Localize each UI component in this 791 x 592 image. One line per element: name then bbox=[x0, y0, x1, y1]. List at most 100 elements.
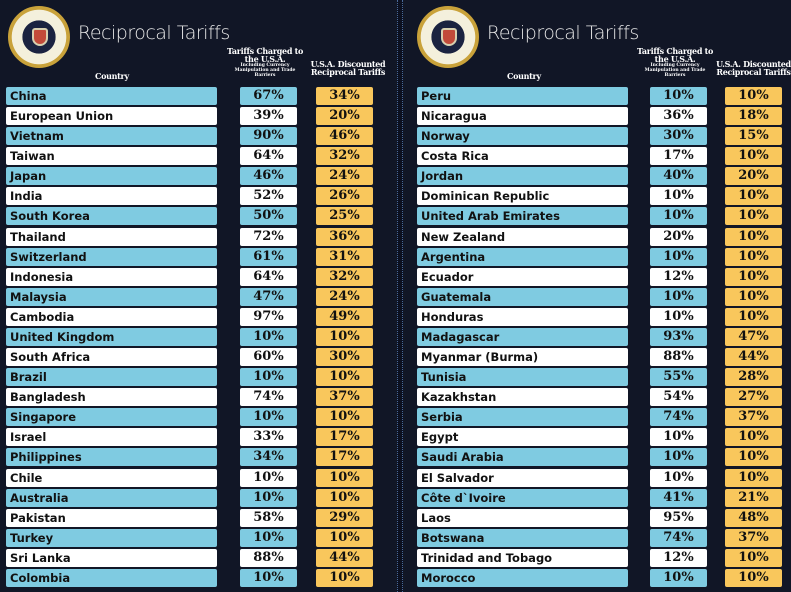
header-charged-note: Including Currency Manipulation and Trad… bbox=[234, 62, 296, 78]
country-cell: Cambodia bbox=[6, 307, 217, 326]
charged-cell: 95% bbox=[650, 508, 707, 527]
discounted-cell: 34% bbox=[316, 87, 373, 105]
discounted-cell: 17% bbox=[316, 448, 373, 467]
country-cell: Bangladesh bbox=[6, 388, 217, 407]
header-country: Country bbox=[95, 71, 129, 81]
charged-cell: 90% bbox=[240, 127, 297, 146]
discounted-cell: 48% bbox=[725, 508, 782, 527]
charged-cell: 72% bbox=[240, 227, 297, 246]
country-cell: Australia bbox=[6, 488, 217, 507]
country-cell: Madagascar bbox=[417, 327, 628, 346]
discounted-cell: 37% bbox=[725, 528, 782, 547]
discounted-cell: 44% bbox=[316, 548, 373, 567]
discounted-cell: 10% bbox=[725, 428, 782, 447]
charged-cell: 10% bbox=[240, 468, 297, 487]
charged-cell: 74% bbox=[240, 388, 297, 407]
discounted-cell: 10% bbox=[725, 307, 782, 326]
country-cell: Taiwan bbox=[6, 147, 217, 166]
charged-cell: 10% bbox=[650, 287, 707, 306]
discounted-cell: 47% bbox=[725, 327, 782, 346]
charged-cell: 20% bbox=[650, 227, 707, 246]
charged-cell: 97% bbox=[240, 307, 297, 326]
discounted-cell: 31% bbox=[316, 247, 373, 266]
charged-cell: 40% bbox=[650, 167, 707, 186]
discounted-cell: 46% bbox=[316, 127, 373, 146]
discounted-cell: 10% bbox=[316, 368, 373, 387]
discounted-cell: 10% bbox=[725, 187, 782, 206]
discounted-cell: 32% bbox=[316, 267, 373, 286]
charged-cell: 34% bbox=[240, 448, 297, 467]
discounted-cell: 10% bbox=[316, 327, 373, 346]
country-cell: Morocco bbox=[417, 568, 628, 587]
discounted-cell: 32% bbox=[316, 147, 373, 166]
discounted-cell: 10% bbox=[316, 568, 373, 587]
country-cell: European Union bbox=[6, 107, 217, 126]
charged-cell: 10% bbox=[240, 368, 297, 387]
header-country: Country bbox=[507, 71, 541, 81]
country-cell: Ecuador bbox=[417, 267, 628, 286]
header-charged-label: Tariffs Charged to the U.S.A. bbox=[226, 46, 304, 65]
discounted-cell: 37% bbox=[316, 388, 373, 407]
discounted-cell: 29% bbox=[316, 508, 373, 527]
country-cell: Malaysia bbox=[6, 287, 217, 306]
country-cell: Switzerland bbox=[6, 247, 217, 266]
discounted-cell: 10% bbox=[725, 147, 782, 166]
discounted-cell: 17% bbox=[316, 428, 373, 447]
charged-cell: 54% bbox=[650, 388, 707, 407]
charged-cell: 41% bbox=[650, 488, 707, 507]
right-panel: Reciprocal Tariffs Country Tariffs Charg… bbox=[405, 0, 791, 592]
charged-cell: 10% bbox=[240, 327, 297, 346]
discounted-cell: 10% bbox=[725, 247, 782, 266]
charged-cell: 10% bbox=[650, 207, 707, 226]
country-cell: Chile bbox=[6, 468, 217, 487]
country-cell: Brazil bbox=[6, 368, 217, 387]
country-cell: Guatemala bbox=[417, 287, 628, 306]
country-cell: Pakistan bbox=[6, 508, 217, 527]
charged-cell: 88% bbox=[650, 348, 707, 367]
discounted-cell: 20% bbox=[725, 167, 782, 186]
charged-cell: 93% bbox=[650, 327, 707, 346]
left-panel: Reciprocal Tariffs Country Tariffs Charg… bbox=[0, 0, 395, 592]
charged-cell: 55% bbox=[650, 368, 707, 387]
charged-cell: 10% bbox=[650, 468, 707, 487]
discounted-cell: 18% bbox=[725, 107, 782, 126]
country-cell: Norway bbox=[417, 127, 628, 146]
country-cell: Kazakhstan bbox=[417, 388, 628, 407]
charged-cell: 30% bbox=[650, 127, 707, 146]
country-cell: Israel bbox=[6, 428, 217, 447]
charged-cell: 52% bbox=[240, 187, 297, 206]
charged-cell: 47% bbox=[240, 287, 297, 306]
presidential-seal-icon bbox=[8, 6, 70, 68]
header-charged-label: Tariffs Charged to the U.S.A. bbox=[636, 46, 714, 65]
country-cell: Tunisia bbox=[417, 368, 628, 387]
discounted-cell: 37% bbox=[725, 408, 782, 427]
charged-cell: 33% bbox=[240, 428, 297, 447]
country-cell: Sri Lanka bbox=[6, 548, 217, 567]
discounted-cell: 10% bbox=[725, 267, 782, 286]
header-charged-note: Including Currency Manipulation and Trad… bbox=[644, 62, 706, 78]
charged-cell: 10% bbox=[650, 87, 707, 105]
charged-cell: 64% bbox=[240, 267, 297, 286]
charged-cell: 67% bbox=[240, 87, 297, 105]
country-cell: China bbox=[6, 87, 217, 105]
country-cell: South Korea bbox=[6, 207, 217, 226]
discounted-cell: 15% bbox=[725, 127, 782, 146]
charged-cell: 10% bbox=[650, 247, 707, 266]
discounted-cell: 44% bbox=[725, 348, 782, 367]
country-cell: Argentina bbox=[417, 247, 628, 266]
country-cell: India bbox=[6, 187, 217, 206]
country-cell: Nicaragua bbox=[417, 107, 628, 126]
header-discounted: U.S.A. Discounted Reciprocal Tariffs bbox=[716, 59, 791, 78]
presidential-seal-icon bbox=[417, 6, 479, 68]
charged-cell: 50% bbox=[240, 207, 297, 226]
page-title: Reciprocal Tariffs bbox=[487, 22, 639, 44]
discounted-cell: 10% bbox=[725, 468, 782, 487]
country-cell: Honduras bbox=[417, 307, 628, 326]
discounted-cell: 20% bbox=[316, 107, 373, 126]
country-cell: Trinidad and Tobago bbox=[417, 548, 628, 567]
country-cell: Saudi Arabia bbox=[417, 448, 628, 467]
charged-cell: 74% bbox=[650, 528, 707, 547]
charged-cell: 88% bbox=[240, 548, 297, 567]
discounted-cell: 28% bbox=[725, 368, 782, 387]
discounted-cell: 10% bbox=[316, 528, 373, 547]
